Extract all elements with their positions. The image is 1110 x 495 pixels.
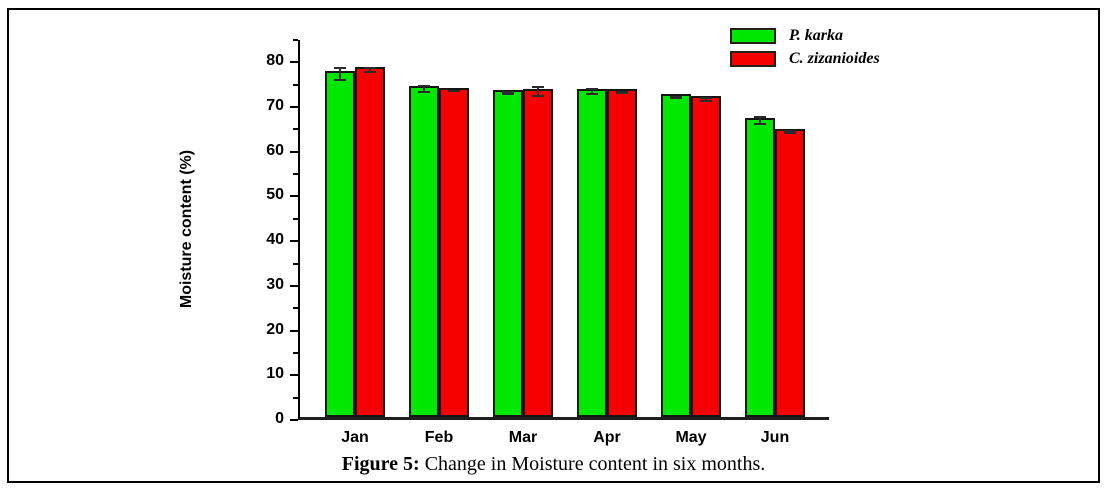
y-major-tick xyxy=(290,329,298,332)
error-cap-bottom xyxy=(616,91,628,94)
x-tick-label: Jun xyxy=(760,429,790,446)
error-bar xyxy=(670,95,682,99)
error-bar xyxy=(448,89,460,93)
x-tick-label: Apr xyxy=(593,429,621,446)
x-tick-label: Jan xyxy=(341,429,369,446)
x-tick-label: May xyxy=(675,429,707,446)
error-cap-bottom xyxy=(364,71,376,74)
bar-jan-red xyxy=(355,66,385,417)
error-cap-bottom xyxy=(418,90,430,93)
y-major-tick xyxy=(290,150,298,153)
legend-item: P. karka xyxy=(730,27,880,45)
y-major-tick xyxy=(290,195,298,198)
error-bar xyxy=(334,66,346,82)
y-minor-tick xyxy=(293,217,298,220)
bar-feb-green xyxy=(409,85,439,417)
error-cap-bottom xyxy=(754,123,766,126)
error-bar xyxy=(700,97,712,102)
y-minor-tick xyxy=(293,351,298,354)
y-minor-tick xyxy=(293,83,298,86)
error-stem xyxy=(369,66,371,74)
y-tick-label: 40 xyxy=(266,231,284,249)
error-bar xyxy=(616,90,628,94)
error-bar xyxy=(364,66,376,74)
bar-jun-green xyxy=(745,117,775,417)
y-tick-label: 30 xyxy=(266,275,284,293)
error-stem xyxy=(423,84,425,93)
x-tick-label: Feb xyxy=(424,429,454,446)
bar-jan-green xyxy=(325,70,355,417)
bar-may-green xyxy=(661,94,691,417)
error-cap-bottom xyxy=(700,99,712,102)
y-tick-label: 20 xyxy=(266,320,284,338)
y-major-tick xyxy=(290,419,298,421)
y-tick-label: 10 xyxy=(266,365,284,383)
y-tick-label: 60 xyxy=(266,141,284,159)
figure-caption: Figure 5: Change in Moisture content in … xyxy=(9,453,1098,476)
y-major-tick xyxy=(290,106,298,109)
error-cap-bottom xyxy=(586,93,598,96)
error-stem xyxy=(339,66,341,82)
x-tick-label: Mar xyxy=(508,429,538,446)
y-minor-tick xyxy=(293,128,298,131)
error-cap-bottom xyxy=(532,95,544,98)
bar-may-red xyxy=(691,96,721,417)
figure-frame: Moisture content (%) 0 10 20 30 40 50 60 70 80 Ja… xyxy=(7,8,1100,483)
bar-apr-red xyxy=(607,89,637,417)
y-minor-tick xyxy=(293,262,298,265)
error-stem xyxy=(759,116,761,126)
bar-mar-green xyxy=(493,90,523,417)
error-cap-bottom xyxy=(502,92,514,95)
y-tick-label: 0 xyxy=(275,410,284,427)
y-major-tick xyxy=(290,374,298,377)
legend-label: C. zizanioides xyxy=(789,50,880,67)
error-stem xyxy=(705,97,707,102)
error-bar xyxy=(502,91,514,95)
legend-label: P. karka xyxy=(789,27,843,44)
error-stem xyxy=(789,129,791,135)
legend-item: C. zizanioides xyxy=(730,50,880,68)
y-tick-label: 70 xyxy=(266,97,284,115)
y-axis-title: Moisture content (%) xyxy=(178,149,195,308)
plot-area: Moisture content (%) 0 10 20 30 40 50 60 70 80 Ja… xyxy=(178,39,829,446)
legend-swatch xyxy=(730,51,776,67)
error-cap-bottom xyxy=(784,132,796,135)
error-bar xyxy=(532,86,544,98)
y-tick-label: 80 xyxy=(266,52,284,70)
y-major-tick xyxy=(290,284,298,287)
error-cap-bottom xyxy=(448,90,460,93)
error-stem xyxy=(537,86,539,98)
bar-feb-red xyxy=(439,87,469,417)
y-minor-tick xyxy=(293,173,298,176)
y-minor-tick xyxy=(293,307,298,310)
bar-mar-red xyxy=(523,88,553,417)
bar-apr-green xyxy=(577,88,607,417)
error-cap-bottom xyxy=(334,79,346,82)
error-stem xyxy=(591,88,593,96)
y-major-tick xyxy=(290,240,298,243)
y-major-tick xyxy=(290,61,298,64)
y-tick-label: 50 xyxy=(266,186,284,204)
caption-prefix: Figure 5: xyxy=(341,453,420,475)
y-minor-tick xyxy=(293,39,298,41)
error-bar xyxy=(418,84,430,93)
error-cap-bottom xyxy=(670,96,682,99)
error-bar xyxy=(754,116,766,126)
y-minor-tick xyxy=(293,396,298,399)
legend: P. karka C. zizanioides xyxy=(730,27,880,73)
bar-jun-red xyxy=(775,129,805,417)
legend-swatch xyxy=(730,28,776,44)
error-bar xyxy=(586,88,598,96)
caption-text: Change in Moisture content in six months… xyxy=(419,453,766,475)
error-bar xyxy=(784,129,796,135)
